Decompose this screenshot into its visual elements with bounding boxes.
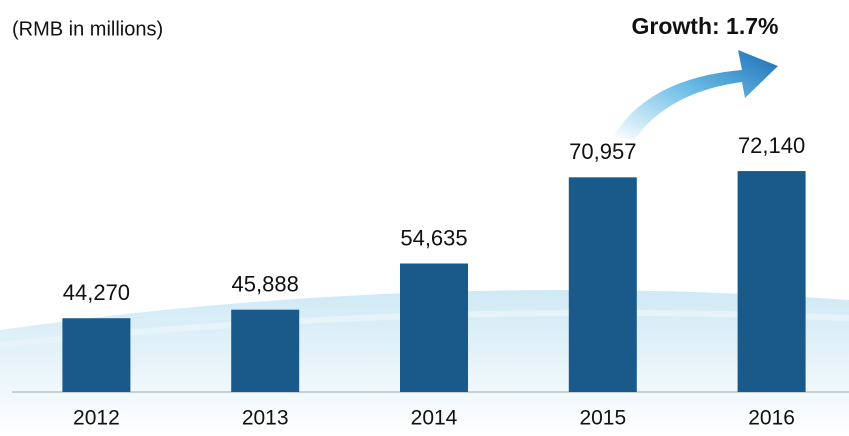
bar (568, 177, 637, 392)
value-label: 44,270 (63, 280, 130, 305)
x-tick-label: 2012 (73, 407, 120, 430)
value-label: 72,140 (738, 133, 805, 158)
growth-annotation: Growth: 1.7% (632, 13, 779, 39)
value-label: 45,888 (232, 272, 299, 297)
x-tick-label: 2016 (748, 407, 795, 430)
bar (62, 318, 131, 392)
value-label: 70,957 (569, 139, 636, 164)
bar (231, 309, 300, 392)
bar (737, 171, 806, 392)
x-tick-label: 2013 (242, 407, 289, 430)
growth-arrow (614, 50, 778, 140)
x-tick-label: 2015 (579, 407, 626, 430)
bar (400, 263, 468, 392)
value-label: 54,635 (400, 225, 467, 250)
unit-note: (RMB in millions) (12, 18, 163, 40)
x-tick-label: 2014 (411, 407, 458, 430)
